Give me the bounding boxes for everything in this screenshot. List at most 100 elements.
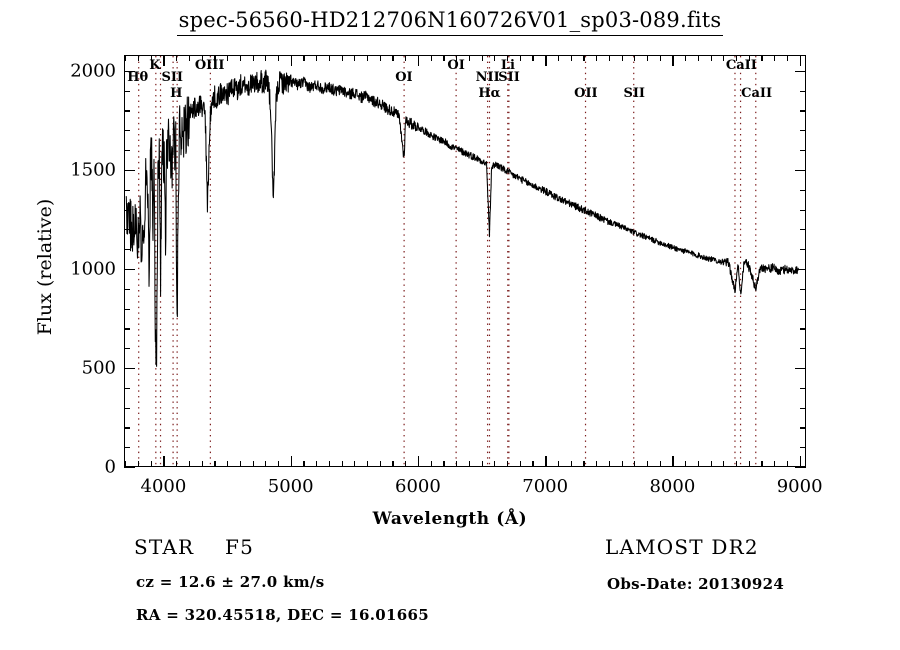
y-axis-tick-right bbox=[800, 447, 806, 449]
y-axis-tick-right bbox=[795, 268, 806, 271]
y-axis-tick bbox=[124, 130, 130, 132]
y-axis-tick-right bbox=[800, 130, 806, 132]
x-axis-tick bbox=[494, 461, 496, 467]
title-container: spec-56560-HD212706N160726V01_sp03-089.f… bbox=[0, 8, 900, 36]
x-axis-tick-top bbox=[354, 55, 356, 61]
x-axis-tick-top bbox=[379, 55, 381, 61]
y-axis-tick-right bbox=[795, 169, 806, 172]
x-axis-tick bbox=[723, 461, 725, 467]
x-axis-tick-top bbox=[265, 55, 267, 61]
x-axis-tick bbox=[188, 461, 191, 467]
x-axis-tick bbox=[341, 461, 343, 467]
spectral-line-label: CaII bbox=[725, 58, 757, 73]
x-axis-tick bbox=[774, 461, 776, 467]
x-axis-tick bbox=[608, 461, 610, 467]
x-axis-tick-top bbox=[545, 55, 547, 66]
x-axis-tick-top bbox=[392, 55, 394, 61]
spectral-line-label: OII bbox=[574, 86, 598, 101]
x-axis-tick bbox=[354, 461, 356, 467]
y-axis-tick bbox=[124, 387, 130, 389]
x-axis-tick bbox=[125, 461, 127, 467]
x-axis-tick-top bbox=[621, 55, 623, 61]
x-axis-tick bbox=[316, 461, 318, 467]
spectrum-canvas bbox=[125, 56, 800, 466]
x-axis-tick bbox=[252, 461, 254, 467]
y-axis-tick-right bbox=[800, 110, 806, 112]
x-axis-tick-top bbox=[405, 55, 407, 61]
x-axis-tick-top bbox=[252, 55, 254, 61]
y-axis-tick-right bbox=[795, 467, 806, 469]
x-axis-tick bbox=[621, 461, 623, 467]
x-axis-tick-label: 4000 bbox=[140, 476, 187, 497]
x-axis-tick bbox=[506, 461, 509, 467]
x-axis-tick-top bbox=[328, 55, 331, 61]
y-axis-tick-right bbox=[800, 90, 806, 92]
x-axis-tick bbox=[697, 461, 700, 467]
x-axis-tick-top bbox=[290, 55, 293, 66]
y-axis-tick bbox=[124, 150, 130, 152]
spectral-type-label: F5 bbox=[225, 535, 255, 559]
x-axis-tick-top bbox=[596, 55, 598, 61]
x-axis-tick bbox=[328, 461, 331, 467]
y-axis-tick bbox=[124, 70, 135, 73]
y-axis-tick-right bbox=[800, 189, 806, 191]
y-axis-tick bbox=[124, 209, 130, 211]
y-axis-tick bbox=[124, 189, 130, 191]
x-axis-tick bbox=[583, 461, 585, 467]
y-axis-tick-right bbox=[800, 249, 806, 251]
x-axis-tick-top bbox=[761, 55, 763, 61]
x-axis-tick bbox=[710, 461, 712, 467]
x-axis-tick-top bbox=[799, 55, 802, 66]
x-axis-tick bbox=[367, 461, 369, 467]
x-axis-tick-top bbox=[710, 55, 712, 61]
x-axis-tick bbox=[468, 461, 470, 467]
y-axis-tick bbox=[124, 367, 135, 370]
y-axis-tick-right bbox=[800, 209, 806, 211]
x-axis-tick-top bbox=[583, 55, 585, 61]
y-axis-tick bbox=[124, 268, 135, 271]
x-axis-tick bbox=[392, 461, 394, 467]
x-axis-tick bbox=[532, 461, 534, 467]
x-axis-tick bbox=[150, 461, 152, 467]
x-axis-tick-top bbox=[494, 55, 496, 61]
x-axis-tick bbox=[634, 461, 636, 467]
spectral-line-label: OIII bbox=[194, 58, 225, 73]
obs-date-label: Obs-Date: 20130924 bbox=[607, 575, 785, 593]
spectral-line-label: Hθ bbox=[127, 70, 149, 85]
x-axis-tick-top bbox=[150, 55, 152, 61]
x-axis-title: Wavelength (Å) bbox=[372, 509, 528, 529]
x-axis-tick bbox=[659, 461, 661, 467]
y-axis-tick bbox=[124, 328, 130, 330]
y-axis-tick-right bbox=[800, 387, 806, 389]
spectral-line-label: Hα bbox=[478, 86, 501, 101]
x-axis-tick bbox=[265, 461, 267, 467]
y-axis-tick bbox=[124, 249, 130, 251]
spectral-line-label: OI bbox=[447, 58, 465, 73]
y-axis-tick bbox=[124, 110, 130, 112]
x-axis-tick-top bbox=[481, 55, 483, 61]
x-axis-tick-top bbox=[506, 55, 509, 61]
x-axis-tick-top bbox=[239, 55, 241, 61]
x-axis-tick bbox=[303, 461, 305, 467]
y-axis-tick-right bbox=[800, 328, 806, 330]
x-axis-tick bbox=[736, 461, 738, 467]
y-axis-tick-right bbox=[800, 407, 806, 409]
y-axis-tick bbox=[124, 467, 135, 469]
spectral-line-label: SII bbox=[161, 70, 183, 85]
x-axis-tick bbox=[430, 461, 432, 467]
x-axis-tick bbox=[290, 456, 293, 467]
y-axis-tick bbox=[124, 447, 130, 449]
x-axis-tick-label: 9000 bbox=[776, 476, 823, 497]
y-axis-tick bbox=[124, 427, 130, 429]
spectral-line-label: NII bbox=[475, 70, 500, 85]
x-axis-tick-top bbox=[417, 55, 420, 66]
spectral-line-label: SII bbox=[498, 70, 520, 85]
x-axis-tick bbox=[239, 461, 241, 467]
x-axis-tick-label: 6000 bbox=[395, 476, 441, 497]
x-axis-tick-label: 5000 bbox=[267, 476, 314, 497]
cz-label: cz = 12.6 ± 27.0 km/s bbox=[136, 573, 325, 591]
y-axis-tick bbox=[124, 348, 130, 350]
x-axis-tick-top bbox=[672, 55, 674, 66]
x-axis-tick-top bbox=[736, 55, 738, 61]
